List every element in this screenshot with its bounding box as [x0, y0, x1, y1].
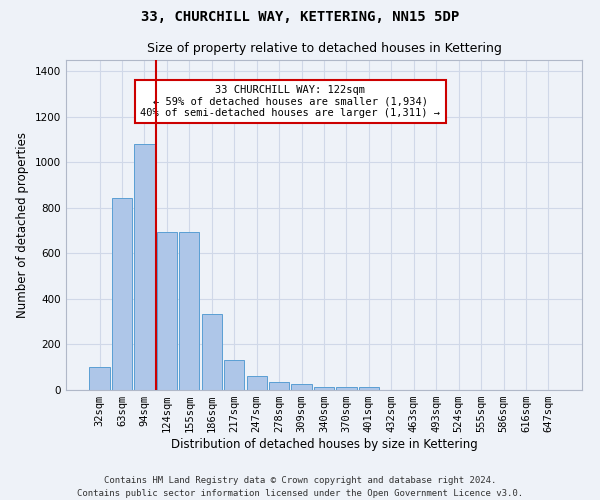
Bar: [224, 360, 244, 390]
Bar: [359, 386, 379, 390]
Bar: [202, 314, 222, 390]
X-axis label: Distribution of detached houses by size in Kettering: Distribution of detached houses by size …: [170, 438, 478, 451]
Bar: [314, 386, 334, 390]
Bar: [89, 367, 110, 390]
Bar: [247, 376, 267, 390]
Bar: [157, 232, 177, 390]
Bar: [292, 384, 311, 390]
Bar: [112, 198, 132, 390]
Text: 33 CHURCHILL WAY: 122sqm
← 59% of detached houses are smaller (1,934)
40% of sem: 33 CHURCHILL WAY: 122sqm ← 59% of detach…: [140, 85, 440, 118]
Title: Size of property relative to detached houses in Kettering: Size of property relative to detached ho…: [146, 42, 502, 54]
Text: Contains HM Land Registry data © Crown copyright and database right 2024.
Contai: Contains HM Land Registry data © Crown c…: [77, 476, 523, 498]
Bar: [337, 386, 356, 390]
Bar: [179, 232, 199, 390]
Bar: [134, 144, 155, 390]
Text: 33, CHURCHILL WAY, KETTERING, NN15 5DP: 33, CHURCHILL WAY, KETTERING, NN15 5DP: [141, 10, 459, 24]
Y-axis label: Number of detached properties: Number of detached properties: [16, 132, 29, 318]
Bar: [269, 382, 289, 390]
